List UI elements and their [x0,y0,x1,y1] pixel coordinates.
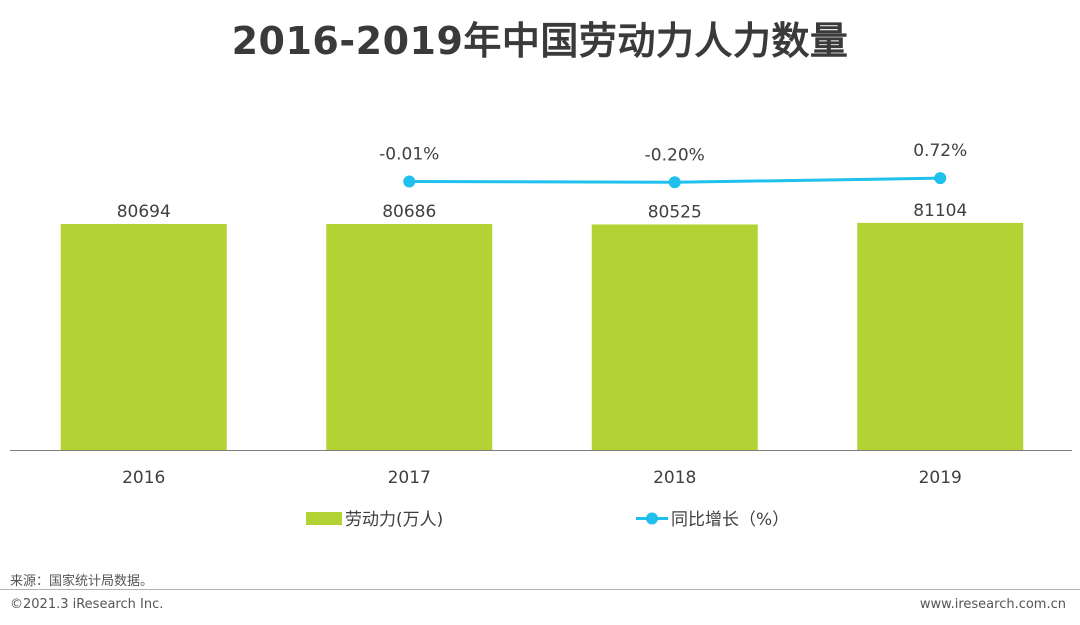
x-tick-label-2018: 2018 [653,468,696,488]
footer-divider [0,589,1080,590]
bar-2018 [591,224,758,450]
bar-value-label-2019: 81104 [913,201,967,221]
bar-value-label-2017: 80686 [382,202,436,222]
x-tick-label-2016: 2016 [122,468,165,488]
legend-swatch-bar [306,512,342,525]
growth-point-2019 [934,172,947,185]
x-tick-label-2017: 2017 [388,468,431,488]
bar-2016 [60,224,227,450]
legend-swatch-marker [646,512,658,525]
labels-layer: 80694 2016 80686 2017 80525 2018 81104 2019 -0.0… [117,141,968,488]
legend: 劳动力(万人) 同比增长（%） [306,510,789,530]
source-note: 来源：国家统计局数据。 [10,574,154,589]
x-tick-label-2019: 2019 [919,468,962,488]
growth-label-2017: -0.01% [379,144,439,164]
growth-point-2018 [668,176,681,189]
line-layer [403,172,947,189]
growth-label-2018: -0.20% [645,145,705,165]
growth-label-2019: 0.72% [913,141,967,161]
bar-value-label-2016: 80694 [117,202,171,222]
copyright-text: ©2021.3 iResearch Inc. [10,597,164,612]
legend-label-line: 同比增长（%） [671,510,789,530]
legend-label-bar: 劳动力(万人) [345,510,443,530]
website-link[interactable]: www.iresearch.com.cn [919,597,1066,612]
chart-area: 80694 2016 80686 2017 80525 2018 81104 2019 -0.0… [10,141,1072,530]
bars-layer [60,222,1024,450]
growth-point-2017 [403,175,416,188]
chart-title: 2016-2019年中国劳动力人力数量 [231,19,849,63]
bar-2017 [326,224,493,450]
bar-value-label-2018: 80525 [648,202,702,222]
bar-2019 [857,222,1024,450]
